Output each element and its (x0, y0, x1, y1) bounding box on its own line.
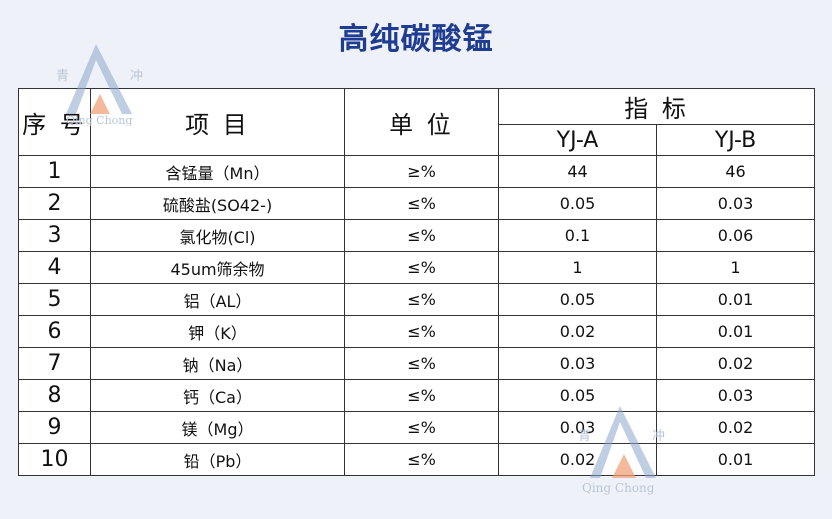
row-value-b: 1 (655, 251, 816, 284)
row-value-b: 0.01 (655, 283, 816, 316)
table-row: 10 铅（Pb） ≤% 0.02 0.01 (18, 443, 816, 476)
header-seq: 序 号 (18, 88, 91, 156)
row-unit: ≥% (344, 155, 499, 188)
row-item: 镁（Mg） (90, 411, 345, 444)
header-item: 项 目 (90, 88, 345, 156)
row-item: 铝（AL） (90, 283, 345, 316)
row-unit: ≤% (344, 283, 499, 316)
row-value-b: 0.01 (655, 443, 816, 476)
table-row: 2 硫酸盐(SO42-) ≤% 0.05 0.03 (18, 187, 816, 220)
row-value-a: 0.05 (498, 379, 657, 412)
row-value-b: 0.03 (655, 187, 816, 220)
row-number: 10 (18, 443, 91, 476)
row-value-b: 0.01 (655, 315, 816, 348)
row-value-b: 0.06 (655, 219, 816, 252)
row-item: 钙（Ca） (90, 379, 345, 412)
row-value-b: 0.02 (655, 347, 816, 380)
row-value-a: 44 (498, 155, 657, 188)
row-item: 钾（K） (90, 315, 345, 348)
row-value-a: 0.1 (498, 219, 657, 252)
table-row: 6 钾（K） ≤% 0.02 0.01 (18, 315, 816, 348)
row-number: 8 (18, 379, 91, 412)
row-value-b: 0.02 (655, 411, 816, 444)
row-value-a: 0.02 (498, 315, 657, 348)
row-unit: ≤% (344, 347, 499, 380)
table-row: 8 钙（Ca） ≤% 0.05 0.03 (18, 379, 816, 412)
table-row: 4 45um筛余物 ≤% 1 1 (18, 251, 816, 284)
row-item: 铅（Pb） (90, 443, 345, 476)
table-row: 9 镁（Mg） ≤% 0.03 0.02 (18, 411, 816, 444)
row-value-a: 0.02 (498, 443, 657, 476)
row-number: 7 (18, 347, 91, 380)
row-unit: ≤% (344, 379, 499, 412)
row-value-a: 1 (498, 251, 657, 284)
row-unit: ≤% (344, 443, 499, 476)
row-item: 45um筛余物 (90, 251, 345, 284)
row-value-a: 0.05 (498, 283, 657, 316)
row-value-b: 46 (655, 155, 816, 188)
watermark-char-left: 青 (56, 69, 69, 84)
row-item: 硫酸盐(SO42-) (90, 187, 345, 220)
row-item: 氯化物(Cl) (90, 219, 345, 252)
row-value-a: 0.05 (498, 187, 657, 220)
header-unit: 单 位 (344, 88, 499, 156)
watermark-latin: Qing Chong (582, 481, 655, 495)
row-number: 4 (18, 251, 91, 284)
row-unit: ≤% (344, 411, 499, 444)
table-row: 5 铝（AL） ≤% 0.05 0.01 (18, 283, 816, 316)
row-value-a: 0.03 (498, 347, 657, 380)
row-item: 含锰量（Mn） (90, 155, 345, 188)
row-unit: ≤% (344, 219, 499, 252)
row-number: 2 (18, 187, 91, 220)
row-number: 5 (18, 283, 91, 316)
row-item: 钠（Na） (90, 347, 345, 380)
page-title: 高纯碳酸锰 (338, 22, 494, 57)
header-index: 指 标 (497, 88, 816, 125)
row-value-b: 0.03 (655, 379, 816, 412)
header-grade-a: YJ-A (498, 124, 657, 156)
table-row: 7 钠（Na） ≤% 0.03 0.02 (18, 347, 816, 380)
row-unit: ≤% (344, 251, 499, 284)
row-number: 6 (18, 315, 91, 348)
row-unit: ≤% (344, 315, 499, 348)
row-number: 9 (18, 411, 91, 444)
row-unit: ≤% (344, 187, 499, 220)
table-row: 3 氯化物(Cl) ≤% 0.1 0.06 (18, 219, 816, 252)
watermark-char-right: 冲 (130, 69, 143, 84)
header-grade-b: YJ-B (655, 124, 816, 156)
row-number: 3 (18, 219, 91, 252)
row-number: 1 (18, 155, 91, 188)
spec-table: 序 号 项 目 单 位 指 标 YJ-A YJ-B 1 含锰量（Mn） ≥% 4… (18, 88, 816, 476)
table-row: 1 含锰量（Mn） ≥% 44 46 (18, 155, 816, 188)
row-value-a: 0.03 (498, 411, 657, 444)
